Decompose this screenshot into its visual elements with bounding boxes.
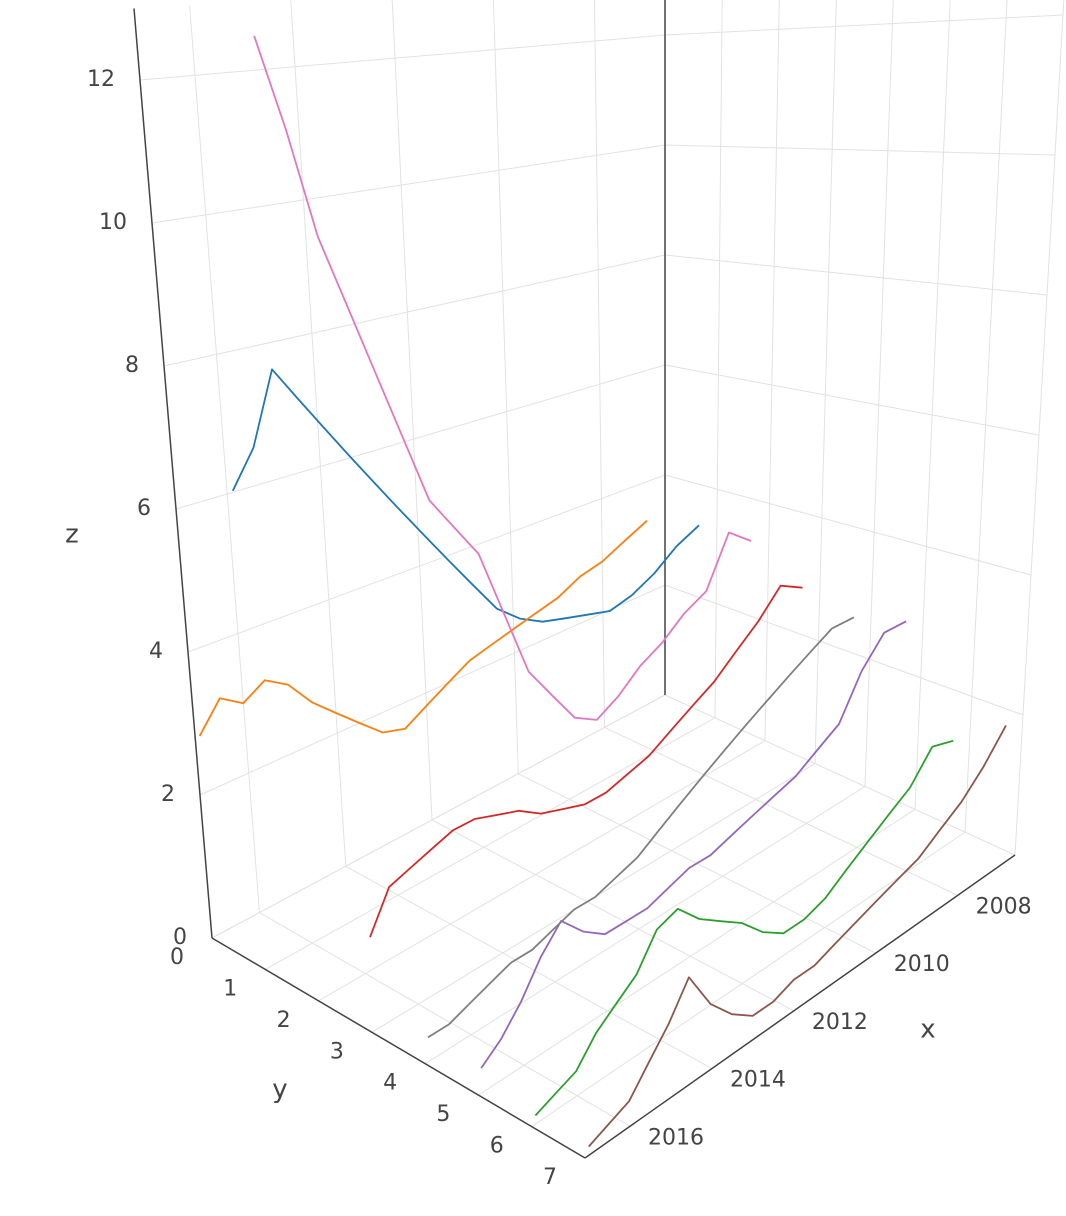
grid-line	[814, 0, 837, 764]
grid-line	[265, 717, 716, 970]
z-tick-label: 10	[99, 210, 127, 235]
z-tick-label: 4	[149, 639, 163, 664]
grid-line	[764, 0, 780, 741]
y-tick-label: 6	[490, 1134, 504, 1159]
grid-line	[664, 584, 1024, 716]
grid-line	[199, 584, 666, 796]
grid-line	[139, 34, 666, 81]
grid-line	[211, 694, 666, 939]
grid-line	[864, 0, 894, 787]
series-line	[588, 724, 1007, 1148]
series-line	[253, 35, 752, 721]
y-tick-label: 4	[383, 1071, 397, 1096]
z-tick-label: 6	[137, 496, 151, 521]
grid-line	[345, 865, 713, 1069]
grid-line	[391, 0, 433, 820]
y-tick-label: 0	[170, 945, 184, 970]
grid-line	[492, 0, 519, 774]
series-line	[369, 584, 803, 938]
grid-line	[664, 474, 1032, 576]
y-tick-label: 2	[277, 1008, 291, 1033]
grid-line	[175, 364, 666, 510]
grid-line	[424, 786, 866, 1065]
grid-line	[914, 0, 951, 810]
axis-line	[133, 8, 213, 939]
grid-line	[290, 0, 347, 867]
labels: z y x 2008201020122014201601234567024681…	[65, 67, 1031, 1190]
lines	[198, 35, 1007, 1148]
z-tick-label: 0	[173, 925, 187, 950]
series-line	[198, 520, 648, 737]
y-tick-label: 5	[436, 1102, 450, 1127]
grid-line	[714, 0, 723, 718]
series-line	[231, 368, 700, 623]
grid-line	[593, 0, 606, 728]
grid-line	[964, 0, 1008, 833]
x-tick-label: 2008	[976, 894, 1032, 919]
grid-line	[151, 144, 666, 224]
grid-line	[1014, 0, 1065, 856]
grid-line	[664, 694, 1016, 856]
grid-line	[664, 14, 1064, 36]
series-line	[427, 616, 855, 1039]
z-tick-label: 12	[87, 67, 115, 92]
y-tick-label: 7	[543, 1165, 557, 1190]
z-axis-title: z	[65, 520, 79, 550]
z-tick-label: 2	[161, 782, 175, 807]
y-axis-title: y	[272, 1075, 287, 1105]
series-line	[480, 620, 907, 1069]
grid-line	[163, 254, 666, 367]
grid-line	[189, 5, 260, 913]
x-axis-title: x	[920, 1015, 935, 1045]
axis-line	[584, 854, 1016, 1159]
x-tick-label: 2014	[730, 1068, 786, 1093]
y-tick-label: 3	[330, 1039, 344, 1064]
grid-line	[664, 254, 1048, 296]
grid-line	[187, 474, 666, 653]
series-line	[534, 739, 954, 1117]
grid-line	[531, 831, 966, 1127]
grid-line	[318, 740, 766, 1002]
axis-line	[211, 937, 586, 1159]
x-tick-label: 2016	[648, 1125, 704, 1150]
grid-line	[604, 726, 958, 896]
y-tick-label: 1	[223, 976, 237, 1001]
grid	[139, 0, 1065, 1159]
grid-line	[664, 144, 1056, 156]
grid-line	[664, 364, 1040, 436]
z-tick-label: 8	[125, 353, 139, 378]
x-tick-label: 2010	[894, 952, 950, 977]
grid-line	[259, 912, 631, 1127]
grid-line	[431, 819, 795, 1012]
x-tick-label: 2012	[812, 1010, 868, 1035]
grid-line	[478, 808, 916, 1096]
axis-edges	[133, 0, 1016, 1159]
